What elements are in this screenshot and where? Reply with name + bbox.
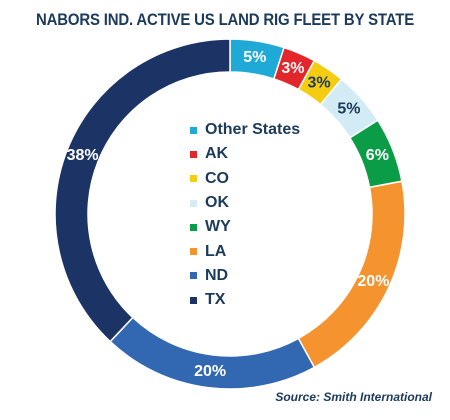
chart-legend: Other States AK CO OK WY LA ND TX: [190, 118, 300, 312]
legend-swatch: [190, 175, 197, 183]
legend-item-tx: TX: [190, 288, 300, 312]
slice-label-wy: 6%: [366, 147, 389, 164]
legend-swatch: [190, 248, 197, 256]
legend-label: WY: [205, 218, 231, 236]
legend-label: TX: [205, 291, 226, 309]
slice-tx: [54, 38, 231, 343]
legend-label: CO: [205, 169, 229, 187]
slice-label-other-states: 5%: [243, 49, 266, 66]
legend-item-other-states: Other States: [190, 118, 300, 142]
legend-label: AK: [205, 145, 229, 163]
legend-item-wy: WY: [190, 215, 300, 239]
slice-label-tx: 38%: [67, 147, 99, 164]
legend-swatch: [190, 272, 197, 280]
legend-swatch: [190, 296, 197, 304]
legend-label: ND: [205, 266, 229, 284]
slice-label-ak: 3%: [281, 60, 304, 77]
chart-source: Source: Smith International: [275, 390, 432, 404]
donut-slices: [54, 38, 406, 390]
legend-label: OK: [205, 194, 229, 212]
legend-swatch: [190, 223, 197, 231]
legend-item-la: LA: [190, 239, 300, 263]
chart-title: NABORS IND. ACTIVE US LAND RIG FLEET BY …: [35, 10, 415, 29]
slice-label-ok: 5%: [337, 101, 360, 118]
legend-item-co: CO: [190, 167, 300, 191]
legend-label: Other States: [205, 121, 301, 139]
legend-swatch: [190, 199, 197, 207]
slice-label-co: 3%: [308, 74, 331, 91]
legend-item-nd: ND: [190, 264, 300, 288]
legend-swatch: [190, 126, 197, 134]
legend-label: LA: [205, 242, 227, 260]
legend-item-ok: OK: [190, 191, 300, 215]
slice-label-nd: 20%: [194, 363, 226, 380]
legend-item-ak: AK: [190, 142, 300, 166]
slice-labels: 5% 3%3% 5% 6% 20% 20% 38%: [67, 49, 390, 380]
slice-label-la: 20%: [357, 273, 389, 290]
legend-swatch: [190, 150, 197, 158]
